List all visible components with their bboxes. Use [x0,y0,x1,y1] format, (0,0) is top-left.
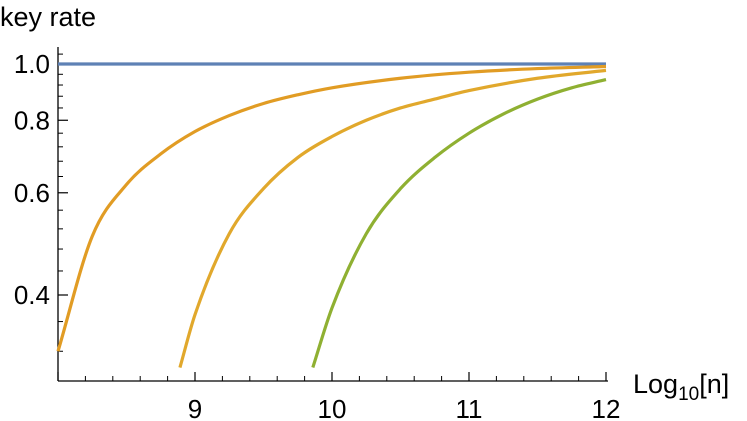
tick-labels: 9 10 11 12 0.4 0.6 0.8 1.0 [14,49,621,421]
y-tick-label: 1.0 [14,49,50,79]
series-group [56,62,607,369]
y-tick-label: 0.8 [14,105,50,135]
series-line-2 [56,64,607,352]
y-tick-label: 0.4 [14,280,50,310]
x-tick-label: 11 [456,394,483,421]
x-axis-label-tail: [n] [699,369,729,399]
y-axis-label: key rate [0,2,96,32]
x-tick-label: 9 [188,394,202,421]
series-line-3 [178,68,607,368]
x-axis-label: Log10[n] [633,369,729,405]
x-axis-label-base: Log [633,369,678,399]
x-tick-label: 10 [318,394,347,421]
series-line-4 [311,78,607,369]
x-axis-label-sub: 10 [678,384,699,405]
axes [57,47,608,382]
y-tick-label: 0.6 [14,178,50,208]
ticks [57,53,607,381]
x-tick-label: 12 [592,394,621,421]
